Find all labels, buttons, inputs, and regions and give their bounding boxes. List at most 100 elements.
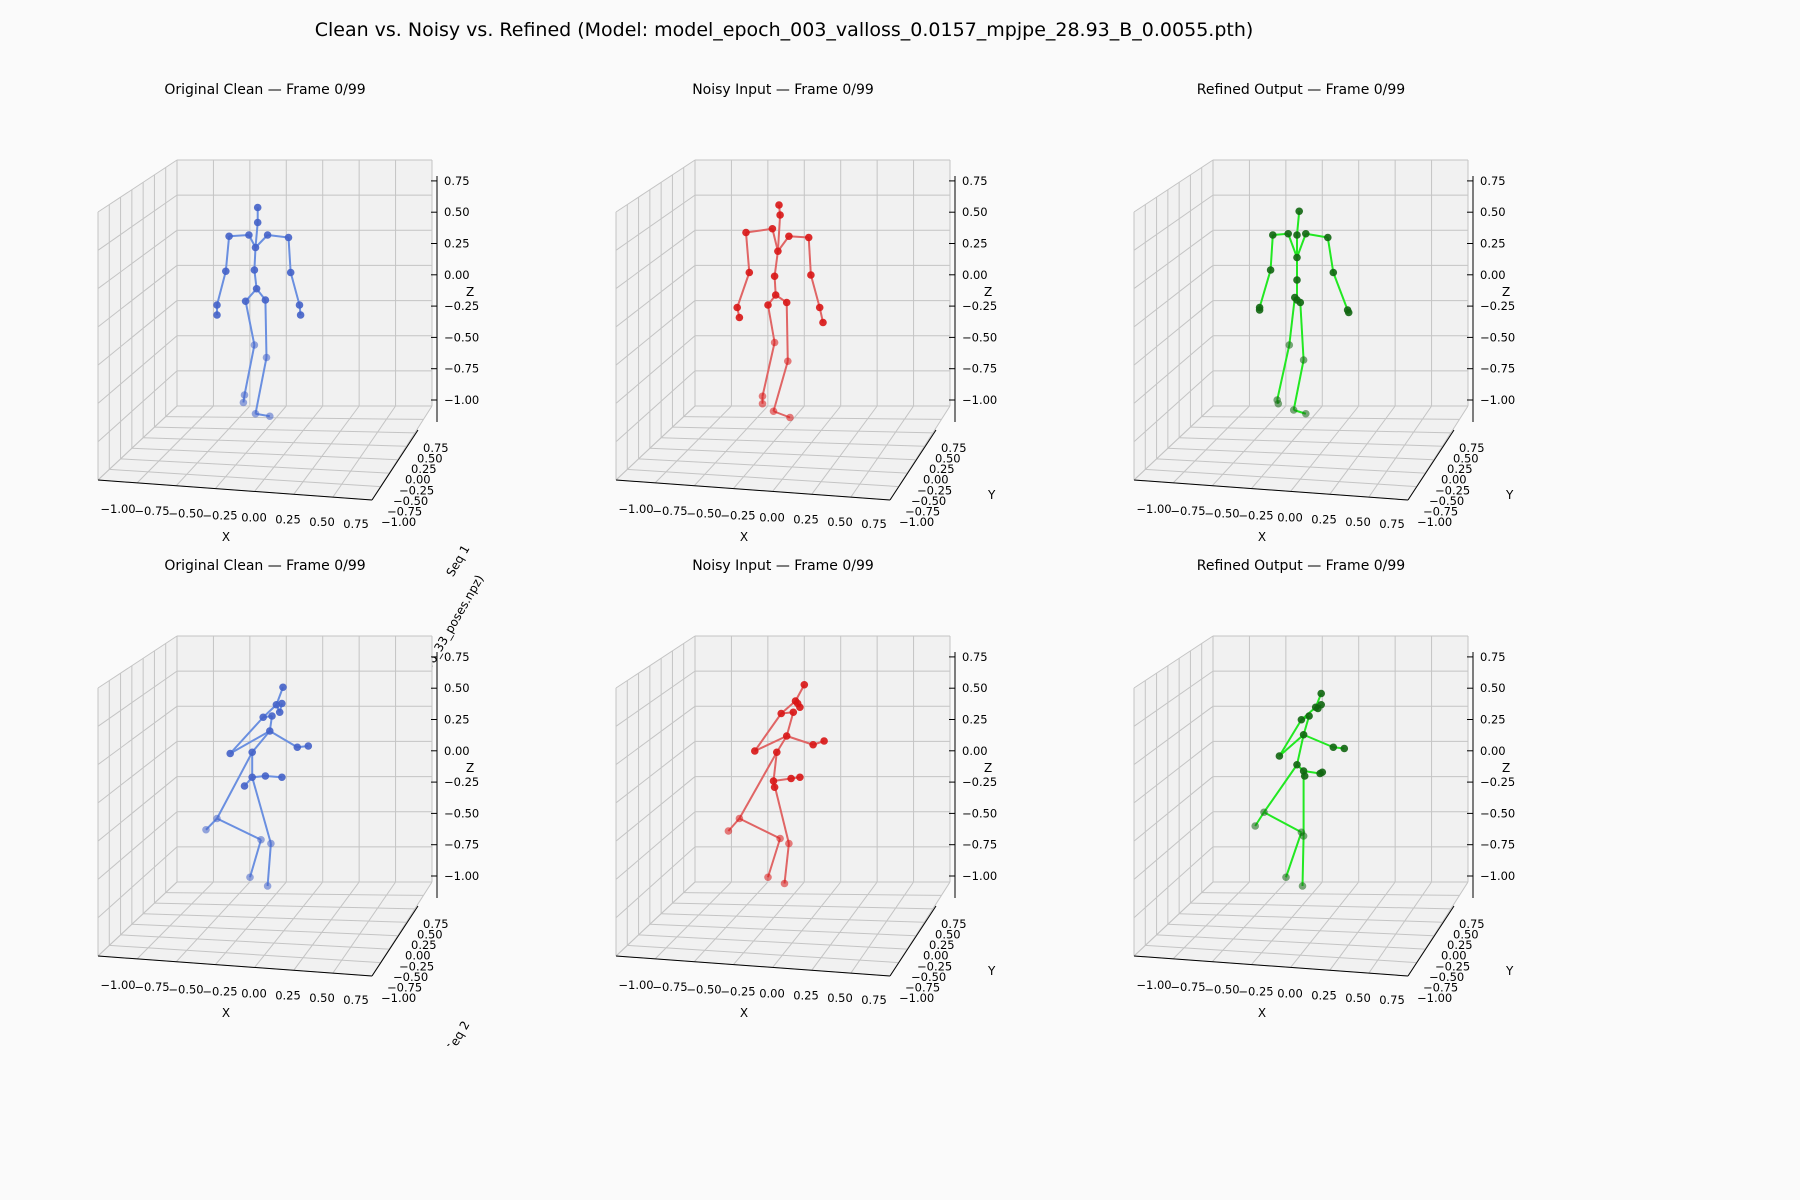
skeleton-joint — [769, 777, 778, 785]
z-tick-label: 0.25 — [962, 237, 988, 251]
z-tick-label: −0.50 — [1480, 806, 1515, 820]
skeleton-bone — [1292, 359, 1305, 411]
grid-line — [615, 670, 696, 727]
grid-line — [654, 405, 732, 484]
skeleton-bone — [1299, 302, 1305, 361]
skeleton-joint — [1299, 356, 1308, 364]
x-tick-label: 0.50 — [309, 991, 335, 1005]
skeleton-bone — [1303, 733, 1334, 749]
y-axis-line — [1407, 429, 1455, 501]
floor-pane — [616, 882, 950, 976]
grid-line — [615, 846, 696, 919]
x-tick-label: 0.25 — [1311, 513, 1337, 527]
y-tick-label: −1.00 — [381, 515, 416, 529]
grid-line — [136, 881, 214, 960]
skeleton-joint — [245, 231, 253, 239]
skeleton-joint — [770, 272, 779, 281]
grid-line — [97, 300, 178, 366]
panel-title: Noisy Input — Frame 0/99 — [692, 82, 874, 98]
z-tick-label: −0.50 — [1480, 330, 1515, 344]
grid-line — [109, 944, 381, 964]
x-tick-label: −1.00 — [1136, 978, 1171, 992]
z-tick-label: 0.50 — [962, 205, 988, 219]
skeleton-joint — [724, 827, 733, 835]
grid-line — [97, 705, 178, 765]
z-tick-label: −0.75 — [962, 838, 997, 852]
x-axis-label: X — [740, 530, 748, 544]
skeleton-bone — [736, 272, 751, 308]
grid-line — [1201, 892, 1460, 896]
x-axis-line — [97, 955, 373, 977]
grid-line — [811, 405, 878, 495]
x-tick-label: −0.25 — [1238, 984, 1273, 998]
skeleton-bone — [1301, 835, 1305, 887]
skeleton-joint — [1282, 873, 1290, 882]
skeleton-joint — [796, 703, 804, 712]
grid-line — [1368, 405, 1432, 498]
z-tick-label: −0.75 — [444, 362, 479, 376]
grid-line — [1133, 811, 1214, 880]
skeleton-joint — [1296, 298, 1305, 307]
y-tick-label: 0.75 — [941, 917, 967, 931]
skeleton-joint — [259, 713, 268, 722]
grid-line — [850, 405, 914, 498]
grid-line — [120, 934, 390, 950]
skeleton-joint — [225, 232, 233, 241]
grid-line — [1251, 405, 1323, 489]
skeleton-joint — [222, 267, 230, 276]
y-tick-label: −1.00 — [899, 515, 934, 529]
grid-line — [615, 881, 696, 957]
skeleton-joint — [261, 296, 270, 304]
grid-line — [615, 229, 696, 289]
grid-line — [1172, 881, 1250, 960]
back-pane — [177, 636, 432, 882]
skeleton-bone — [776, 214, 782, 252]
skeleton-joint — [1299, 730, 1308, 739]
x-tick-label: 0.50 — [309, 515, 335, 529]
y-tick-label: 0.50 — [1453, 928, 1479, 942]
y-tick-label: −0.25 — [399, 483, 434, 497]
skeleton-joint — [1329, 268, 1338, 277]
skeleton-joint — [1274, 399, 1283, 408]
z-axis-label: Z — [466, 285, 474, 299]
skeleton-joint — [257, 835, 265, 844]
x-tick-label: −0.50 — [1204, 506, 1239, 520]
z-tick-label: 0.00 — [1480, 268, 1506, 282]
y-tick-label: −0.75 — [387, 504, 422, 518]
grid-line — [97, 811, 178, 880]
y-tick-label: 0.25 — [411, 938, 437, 952]
y-tick-label: −0.75 — [1423, 504, 1458, 518]
y-tick-label: 0.00 — [405, 949, 431, 963]
left-pane — [98, 636, 177, 956]
skeleton-joint — [1285, 341, 1294, 349]
skeleton-joint — [252, 284, 261, 293]
z-tick-label: 0.00 — [962, 268, 988, 282]
skeleton-joint — [275, 708, 284, 717]
skeleton-joint — [782, 732, 791, 740]
grid-line — [293, 881, 360, 971]
grid-line — [1167, 923, 1434, 937]
x-tick-label: 0.25 — [275, 513, 301, 527]
skeleton-bone — [738, 817, 781, 840]
grid-line — [615, 159, 696, 213]
panel-6: Refined Output — Frame 0/99−1.00−0.75−0.… — [1133, 558, 1515, 1020]
skeleton-joint — [1300, 772, 1309, 780]
panel-4: Original Clean — Frame 0/99−1.00−0.75−0.… — [97, 558, 479, 1046]
grid-line — [693, 405, 769, 487]
skeleton-joint — [784, 357, 792, 366]
grid-line — [1145, 468, 1417, 488]
skeleton-bone — [1263, 811, 1302, 834]
y-tick-label: 0.75 — [1459, 441, 1485, 455]
grid-line — [1133, 776, 1214, 842]
z-tick-label: 0.50 — [444, 681, 470, 695]
y-tick-label: −1.00 — [381, 991, 416, 1005]
z-tick-label: −0.75 — [1480, 362, 1515, 376]
skeleton-joint — [1266, 266, 1275, 274]
skeleton-joint — [770, 338, 779, 347]
y-tick-label: −0.50 — [911, 494, 946, 508]
skeleton-joint — [253, 203, 262, 212]
x-tick-label: −1.00 — [618, 502, 653, 516]
skeleton-bone — [1276, 344, 1291, 401]
skeleton-joint — [782, 298, 791, 307]
skeleton-bone — [1288, 297, 1296, 346]
